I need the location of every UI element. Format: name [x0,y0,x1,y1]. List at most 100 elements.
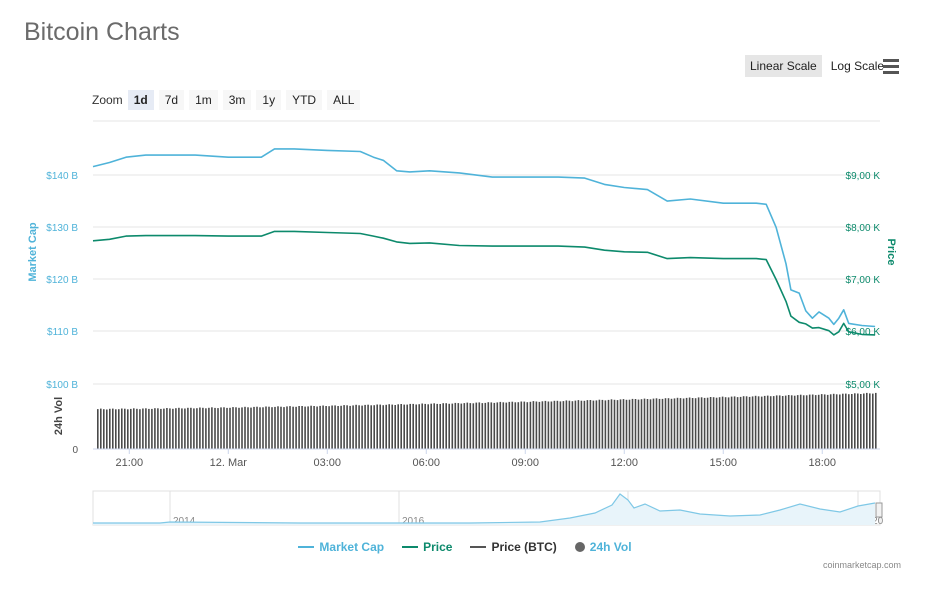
volume-bar [658,398,661,449]
volume-bar [142,408,144,449]
volume-bar [523,401,526,449]
volume-bar [247,407,249,449]
volume-bar [577,400,580,449]
volume-bar [427,404,429,449]
linear-scale-button[interactable]: Linear Scale [745,55,822,77]
volume-bar [592,400,595,449]
navigator-handle[interactable] [875,502,883,518]
volume-bar [544,400,547,449]
volume-bar [292,406,294,449]
legend: Market Cap Price Price (BTC) 24h Vol [0,540,930,554]
volume-bar [661,398,664,449]
volume-bar [715,397,718,449]
volume-bar [205,408,207,449]
volume-bar [301,406,303,449]
volume-bar [496,402,499,449]
right-tick-label: $6,00 K [846,327,881,338]
volume-bar [730,396,733,449]
log-scale-button[interactable]: Log Scale [830,59,885,73]
volume-bar [190,407,192,449]
legend-market-cap[interactable]: Market Cap [298,540,384,554]
volume-bar [655,398,658,449]
volume-bar [691,398,694,449]
volume-bar [589,400,592,449]
legend-price[interactable]: Price [402,540,452,554]
volume-bar [283,407,285,449]
zoom-ytd-button[interactable]: YTD [286,90,323,110]
credit-link[interactable]: coinmarketcap.com [822,560,901,570]
volume-bar [232,407,234,449]
volume-bar [490,402,493,449]
volume-bar [478,402,481,449]
volume-bar [802,395,805,449]
volume-bar [262,407,264,449]
volume-bar [805,395,808,449]
volume-bar [781,396,784,449]
volume-bar [682,398,685,449]
legend-market-cap-label: Market Cap [319,540,385,554]
volume-bar [640,399,643,449]
legend-24h-vol-label: 24h Vol [589,540,632,554]
volume-bar [532,401,535,449]
volume-bar [418,404,420,449]
navigator-year-label: 2016 [402,516,425,527]
zoom-all-button[interactable]: ALL [327,90,361,110]
volume-bar [97,409,99,449]
volume-bar [448,403,450,449]
volume-bar [835,394,838,449]
hamburger-menu-icon[interactable] [883,59,899,74]
volume-bar [133,408,135,449]
volume-bar [424,403,426,449]
legend-price-label: Price [423,540,453,554]
volume-bar [820,394,823,449]
series-line-market-cap [92,148,876,328]
volume-bar [139,409,141,449]
volume-bar [848,394,850,449]
volume-bar [250,407,252,449]
zoom-1d-button[interactable]: 1d [127,90,154,110]
volume-bar [832,393,835,449]
volume-bar [700,397,703,449]
volume-bar [610,399,613,449]
volume-bar [208,407,210,449]
zoom-1y-button[interactable]: 1y [256,90,282,110]
volume-bar [412,403,414,449]
volume-bar [817,394,820,449]
zoom-3m-button[interactable]: 3m [222,90,252,110]
volume-bar [556,400,559,449]
volume-bar [787,395,790,449]
volume-bar [112,408,114,449]
volume-bar [502,402,505,449]
volume-bar [409,403,411,449]
zoom-1m-button[interactable]: 1m [189,90,218,110]
volume-bar [619,399,622,449]
volume-bar [127,409,129,449]
volume-bar [574,400,577,449]
volume-bar [178,407,180,449]
volume-bar [253,406,255,449]
volume-bar [616,400,619,449]
volume-bar [607,399,610,449]
grid-lines [93,120,880,385]
volume-bar [688,397,691,449]
volume-bar [667,398,670,449]
legend-24h-vol[interactable]: 24h Vol [574,540,632,554]
legend-price-btc[interactable]: Price (BTC) [470,540,557,554]
volume-bar [310,405,312,449]
zoom-controls: Zoom 1d 7d 1m 3m 1y YTD ALL [92,90,365,110]
zoom-7d-button[interactable]: 7d [158,90,185,110]
volume-bar [289,406,291,449]
volume-bar [187,407,189,449]
x-tick-label: 12. Mar [210,457,248,469]
volume-bar [121,408,123,449]
price-chart[interactable]: $140 B $130 B $120 B $110 B $100 B $9,00 K $8,… [0,0,930,540]
volume-bar [352,405,354,449]
volume-bar [214,407,216,449]
volume-bar [277,406,279,449]
volume-bar [403,404,405,449]
volume-bar [505,402,508,449]
volume-bar [220,407,222,449]
volume-bar [484,402,487,449]
volume-bar [238,407,240,449]
volume-bar [364,404,366,449]
